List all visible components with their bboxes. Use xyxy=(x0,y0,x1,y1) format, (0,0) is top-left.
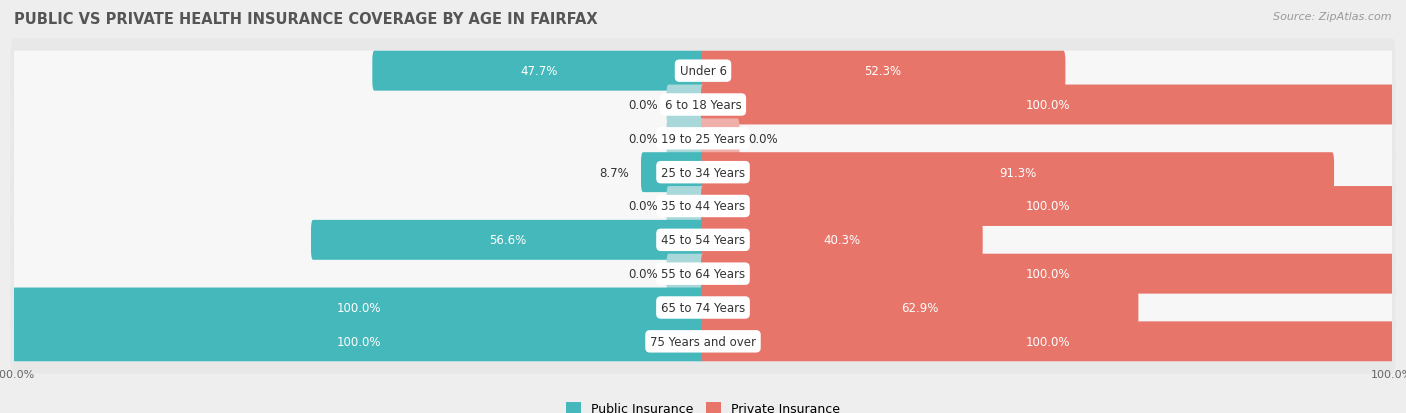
Text: 52.3%: 52.3% xyxy=(865,65,901,78)
FancyBboxPatch shape xyxy=(11,107,1395,171)
Text: 91.3%: 91.3% xyxy=(998,166,1036,179)
FancyBboxPatch shape xyxy=(13,288,1393,328)
FancyBboxPatch shape xyxy=(666,187,704,226)
FancyBboxPatch shape xyxy=(13,119,1393,159)
Text: 55 to 64 Years: 55 to 64 Years xyxy=(661,268,745,280)
FancyBboxPatch shape xyxy=(13,52,1393,91)
FancyBboxPatch shape xyxy=(311,221,704,260)
FancyBboxPatch shape xyxy=(11,242,1395,306)
FancyBboxPatch shape xyxy=(13,254,1393,294)
FancyBboxPatch shape xyxy=(666,119,704,159)
FancyBboxPatch shape xyxy=(702,119,740,159)
Text: 8.7%: 8.7% xyxy=(599,166,630,179)
FancyBboxPatch shape xyxy=(702,288,1139,328)
Text: 0.0%: 0.0% xyxy=(628,268,658,280)
FancyBboxPatch shape xyxy=(702,52,1066,91)
FancyBboxPatch shape xyxy=(11,309,1395,374)
Text: 62.9%: 62.9% xyxy=(901,301,938,314)
Text: 100.0%: 100.0% xyxy=(336,335,381,348)
FancyBboxPatch shape xyxy=(11,39,1395,104)
FancyBboxPatch shape xyxy=(11,275,1395,340)
FancyBboxPatch shape xyxy=(702,254,1393,294)
Text: 40.3%: 40.3% xyxy=(824,234,860,247)
Text: 75 Years and over: 75 Years and over xyxy=(650,335,756,348)
Text: 100.0%: 100.0% xyxy=(1025,335,1070,348)
FancyBboxPatch shape xyxy=(641,153,704,192)
FancyBboxPatch shape xyxy=(13,288,704,328)
Text: 56.6%: 56.6% xyxy=(489,234,527,247)
FancyBboxPatch shape xyxy=(13,153,1393,192)
Text: 0.0%: 0.0% xyxy=(748,133,778,145)
Text: 0.0%: 0.0% xyxy=(628,133,658,145)
Text: 100.0%: 100.0% xyxy=(336,301,381,314)
FancyBboxPatch shape xyxy=(11,208,1395,273)
Text: 100.0%: 100.0% xyxy=(1025,268,1070,280)
FancyBboxPatch shape xyxy=(702,322,1393,361)
FancyBboxPatch shape xyxy=(13,221,1393,260)
Text: Under 6: Under 6 xyxy=(679,65,727,78)
FancyBboxPatch shape xyxy=(13,322,704,361)
Text: PUBLIC VS PRIVATE HEALTH INSURANCE COVERAGE BY AGE IN FAIRFAX: PUBLIC VS PRIVATE HEALTH INSURANCE COVER… xyxy=(14,12,598,27)
FancyBboxPatch shape xyxy=(666,254,704,294)
FancyBboxPatch shape xyxy=(11,140,1395,205)
FancyBboxPatch shape xyxy=(702,187,1393,226)
Text: 100.0%: 100.0% xyxy=(1025,99,1070,112)
FancyBboxPatch shape xyxy=(702,153,1334,192)
Legend: Public Insurance, Private Insurance: Public Insurance, Private Insurance xyxy=(561,397,845,413)
FancyBboxPatch shape xyxy=(13,85,1393,125)
Text: 100.0%: 100.0% xyxy=(1025,200,1070,213)
FancyBboxPatch shape xyxy=(11,174,1395,239)
Text: 25 to 34 Years: 25 to 34 Years xyxy=(661,166,745,179)
Text: 0.0%: 0.0% xyxy=(628,99,658,112)
FancyBboxPatch shape xyxy=(373,52,704,91)
FancyBboxPatch shape xyxy=(13,187,1393,226)
Text: 65 to 74 Years: 65 to 74 Years xyxy=(661,301,745,314)
FancyBboxPatch shape xyxy=(11,73,1395,138)
FancyBboxPatch shape xyxy=(702,85,1393,125)
Text: 35 to 44 Years: 35 to 44 Years xyxy=(661,200,745,213)
Text: 47.7%: 47.7% xyxy=(520,65,557,78)
Text: Source: ZipAtlas.com: Source: ZipAtlas.com xyxy=(1274,12,1392,22)
Text: 19 to 25 Years: 19 to 25 Years xyxy=(661,133,745,145)
FancyBboxPatch shape xyxy=(702,221,983,260)
Text: 0.0%: 0.0% xyxy=(628,200,658,213)
Text: 45 to 54 Years: 45 to 54 Years xyxy=(661,234,745,247)
Text: 6 to 18 Years: 6 to 18 Years xyxy=(665,99,741,112)
FancyBboxPatch shape xyxy=(13,322,1393,361)
FancyBboxPatch shape xyxy=(666,85,704,125)
